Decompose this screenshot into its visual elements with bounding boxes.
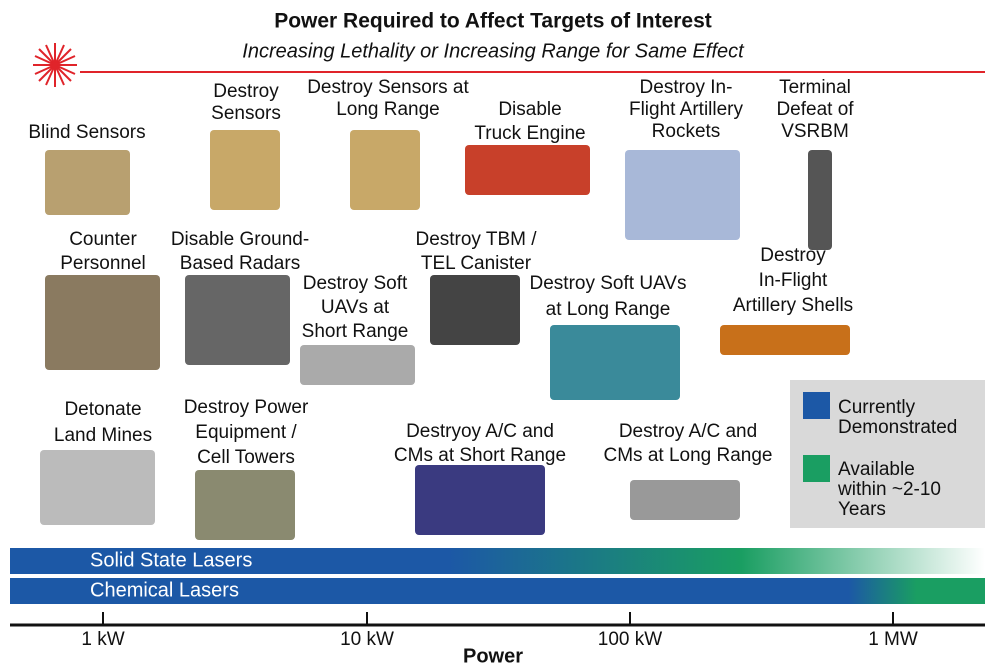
target-label: Sensors [211,103,281,124]
target-label: Flight Artillery [629,99,744,120]
target-image [720,325,850,355]
target-image [210,130,280,210]
target-image [185,275,290,365]
target-label: Cell Towers [197,447,295,468]
legend-swatch [803,455,830,482]
target-label: Equipment / [195,422,297,443]
legend-label: Available [838,459,915,480]
target-image [195,470,295,540]
axis-tick-label: 1 kW [81,629,124,650]
target-image [45,275,160,370]
target-label: Based Radars [180,253,300,274]
target-image [350,130,420,210]
target-label: at Long Range [546,299,671,320]
axis-tick-label: 10 kW [340,629,394,650]
axis-label: Power [463,645,523,666]
target-image [808,150,832,250]
target-image [45,150,130,215]
target-label: Destroy A/C and [619,421,757,442]
target-label: TEL Canister [421,253,532,274]
target-label: Destroy Soft UAVs [530,273,687,294]
target-label: Destroy Power [184,397,309,418]
target-image [630,480,740,520]
target-label: VSRBM [781,121,849,142]
target-label: CMs at Long Range [604,445,773,466]
legend-label: Currently [838,397,916,418]
target-label: CMs at Short Range [394,445,566,466]
target-image [415,465,545,535]
target-image [300,345,415,385]
target-label: Rockets [652,121,721,142]
target-label: Destroy In- [640,77,733,98]
target-label: Destroy [760,245,826,266]
target-label: Destroy Sensors at [307,77,469,98]
axis-tick-label: 100 kW [598,629,662,650]
target-image [40,450,155,525]
target-label: Personnel [60,253,146,274]
laser-icon [33,43,77,87]
target-label: Destroy [213,81,279,102]
legend-label: Demonstrated [838,417,957,438]
target-label: Short Range [302,321,409,342]
target-label: Destryoy A/C and [406,421,554,442]
target-label: Artillery Shells [733,295,853,316]
target-label: Disable Ground- [171,229,309,250]
laser-bar-label: Solid State Lasers [90,549,252,571]
target-label: Detonate [64,399,141,420]
target-label: Land Mines [54,425,152,446]
target-label: Truck Engine [474,123,585,144]
legend-label: Years [838,499,886,520]
subtitle: Increasing Lethality or Increasing Range… [242,40,745,62]
target-label: Defeat of [776,99,854,120]
target-label: UAVs at [321,297,390,318]
target-image [550,325,680,400]
target-label: Disable [498,99,561,120]
title: Power Required to Affect Targets of Inte… [274,10,712,33]
target-label: Counter [69,229,137,250]
legend-swatch [803,392,830,419]
target-label: Terminal [779,77,851,98]
axis-tick-label: 1 MW [868,629,918,650]
infographic: Power Required to Affect Targets of Inte… [0,0,987,666]
target-image [465,145,590,195]
target-label: Destroy TBM / [415,229,537,250]
target-image [625,150,740,240]
laser-bar-label: Chemical Lasers [90,579,239,601]
target-label: Blind Sensors [28,122,145,143]
target-label: In-Flight [759,270,828,291]
target-image [430,275,520,345]
target-label: Destroy Soft [303,273,408,294]
target-label: Long Range [336,99,440,120]
legend-label: within ~2-10 [837,479,941,500]
